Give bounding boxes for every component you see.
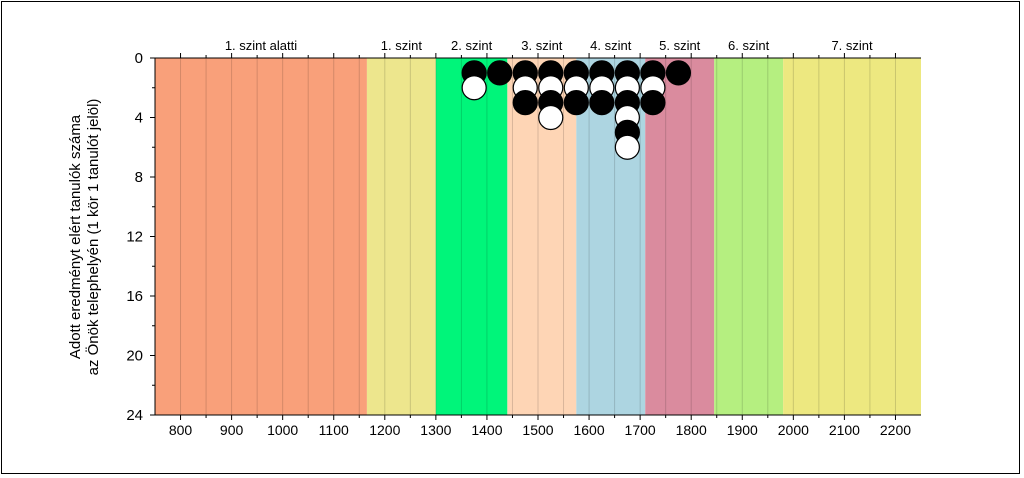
y-axis-label-line-1: Adott eredményt elért tanulók száma (67, 114, 84, 359)
level-label-8: 7. szint (831, 38, 873, 53)
x-tick-label: 1800 (676, 422, 707, 438)
x-tick-label: 1500 (522, 422, 553, 438)
x-tick-label: 2000 (778, 422, 809, 438)
student-circle (512, 90, 538, 116)
student-circle (614, 134, 640, 160)
level-label-7: 6. szint (728, 38, 770, 53)
y-tick-label: 0 (135, 50, 143, 67)
x-tick-label: 1900 (727, 422, 758, 438)
level-label-4: 3. szint (521, 38, 563, 53)
student-circle (487, 60, 513, 86)
level-band-6 (645, 58, 715, 415)
level-label-5: 4. szint (590, 38, 632, 53)
x-tick-label: 1600 (573, 422, 604, 438)
x-tick-label: 900 (220, 422, 244, 438)
x-tick-label: 1200 (369, 422, 400, 438)
x-tick-label: 1700 (625, 422, 656, 438)
y-axis-label-line-2: az Önök telephelyén (1 kör 1 tanulót jel… (84, 99, 102, 376)
level-label-1: 1. szint alatti (225, 38, 297, 53)
x-tick-label: 1400 (471, 422, 502, 438)
level-label-3: 2. szint (451, 38, 493, 53)
y-tick-label: 24 (126, 407, 143, 424)
level-band-3 (435, 58, 508, 415)
y-tick-label: 12 (126, 229, 143, 246)
level-label-2: 1. szint (381, 38, 423, 53)
level-label-6: 5. szint (659, 38, 701, 53)
x-tick-label: 1000 (267, 422, 298, 438)
x-tick-label: 800 (169, 422, 193, 438)
level-band-2 (366, 58, 436, 415)
y-tick-label: 4 (135, 110, 143, 127)
student-circle (665, 60, 692, 86)
x-tick-label: 2200 (880, 422, 911, 438)
x-tick-label: 1100 (319, 422, 349, 438)
level-band-1 (155, 58, 367, 415)
level-band-7 (714, 58, 784, 415)
x-tick-label: 2100 (829, 422, 860, 438)
x-tick-label: 1300 (420, 422, 451, 438)
student-circle (563, 90, 589, 116)
student-distribution-chart: 800 900 1000 1100 1200 1300 1400 1500 1600 1700 18… (67, 38, 921, 438)
student-circle (640, 90, 666, 116)
student-circle (589, 90, 615, 116)
student-circle (461, 75, 487, 101)
y-tick-label: 16 (126, 288, 143, 305)
student-circle (538, 104, 564, 131)
y-tick-label: 8 (135, 169, 143, 186)
level-band-8 (783, 58, 921, 415)
y-tick-label: 20 (126, 348, 143, 365)
